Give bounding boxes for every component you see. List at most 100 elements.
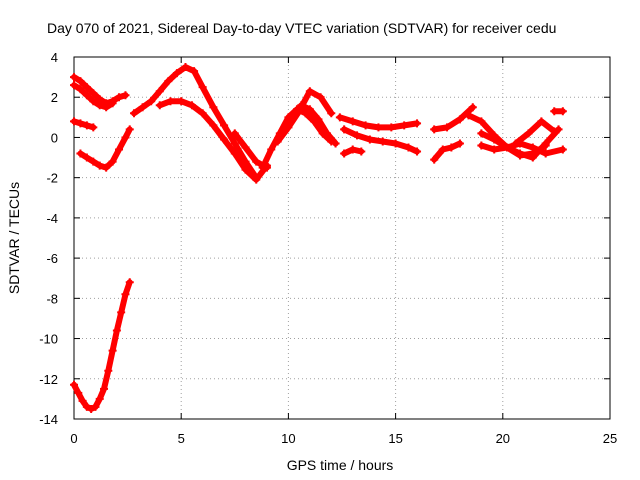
- y-tick-label: -14: [39, 412, 58, 427]
- data-point: [70, 380, 78, 389]
- data-point: [155, 87, 164, 96]
- data-point: [108, 157, 117, 166]
- data-point: [353, 131, 362, 140]
- data-point: [112, 326, 121, 335]
- data-point: [190, 67, 199, 76]
- data-point: [273, 137, 282, 146]
- data-point: [558, 145, 567, 154]
- data-point: [305, 105, 314, 114]
- data-point: [558, 107, 567, 116]
- data-point: [209, 121, 218, 130]
- data-point: [301, 109, 310, 118]
- data-point: [252, 175, 261, 184]
- data-point: [361, 121, 370, 130]
- data-point: [155, 101, 164, 110]
- series-line: [512, 118, 558, 147]
- data-point: [166, 97, 175, 106]
- x-tick-label: 10: [281, 431, 295, 446]
- data-point: [490, 135, 499, 144]
- series-arc-3: [70, 117, 98, 132]
- data-point: [541, 139, 550, 148]
- series-line: [431, 140, 463, 163]
- data-point: [550, 127, 559, 136]
- data-point: [348, 145, 357, 154]
- data-point: [76, 77, 85, 86]
- data-point: [187, 101, 196, 110]
- data-point: [121, 290, 130, 299]
- series-arc-12: [335, 113, 422, 132]
- data-point: [340, 149, 349, 158]
- data-point: [78, 396, 87, 405]
- data-point: [89, 97, 98, 106]
- data-point: [121, 133, 130, 142]
- data-point: [104, 366, 113, 375]
- chart-title: Day 070 of 2021, Sidereal Day-to-day VTE…: [47, 20, 556, 36]
- data-point: [430, 155, 439, 164]
- data-point: [76, 85, 85, 94]
- data-point: [528, 153, 537, 162]
- data-point: [117, 308, 126, 317]
- x-tick-label: 5: [178, 431, 185, 446]
- data-point: [76, 149, 85, 158]
- series-arc-2: [70, 81, 117, 112]
- data-point: [70, 81, 78, 90]
- data-point: [455, 139, 464, 148]
- data-point: [95, 161, 104, 170]
- data-point: [391, 139, 400, 148]
- data-point: [288, 113, 297, 122]
- data-point: [241, 165, 250, 174]
- data-point: [230, 139, 239, 148]
- data-point: [348, 117, 357, 126]
- data-point: [430, 125, 439, 134]
- y-tick-label: -10: [39, 332, 58, 347]
- series-arc-11: [280, 101, 340, 148]
- data-point: [230, 129, 239, 138]
- data-point: [357, 147, 366, 156]
- data-point: [258, 163, 267, 172]
- data-point: [70, 117, 78, 126]
- data-point: [209, 103, 218, 112]
- data-point: [172, 69, 181, 78]
- data-point: [95, 394, 104, 403]
- data-point: [378, 137, 387, 146]
- data-point: [297, 101, 306, 110]
- data-point: [477, 117, 486, 126]
- series-arc-1: [70, 73, 130, 108]
- data-point: [89, 123, 98, 132]
- data-point: [550, 107, 559, 116]
- series-arc-4: [76, 125, 134, 172]
- data-point: [108, 99, 117, 108]
- data-point: [91, 402, 100, 411]
- data-point: [130, 109, 139, 118]
- data-point: [115, 145, 124, 154]
- data-point: [177, 97, 186, 106]
- data-point: [322, 129, 331, 138]
- y-tick-label: -4: [46, 211, 58, 226]
- data-point: [252, 157, 261, 166]
- y-tick-label: 2: [51, 90, 58, 105]
- data-point: [82, 402, 91, 411]
- series-arc-16: [430, 139, 464, 164]
- y-tick-label: 0: [51, 130, 58, 145]
- data-point: [365, 135, 374, 144]
- data-point: [331, 139, 340, 148]
- data-point: [305, 87, 314, 96]
- x-axis-label: GPS time / hours: [287, 457, 394, 473]
- series-arc-5: [70, 278, 134, 413]
- grid: [74, 57, 610, 419]
- data-point: [537, 117, 546, 126]
- data-point: [443, 123, 452, 132]
- data-point: [82, 153, 91, 162]
- data-point: [335, 113, 344, 122]
- data-point: [374, 123, 383, 132]
- x-tick-label: 25: [603, 431, 617, 446]
- data-point: [121, 91, 130, 100]
- data-point: [541, 149, 550, 158]
- data-point: [125, 278, 134, 287]
- data-point: [138, 103, 147, 112]
- series-arc-20: [511, 117, 559, 148]
- data-point: [82, 91, 91, 100]
- data-point: [316, 93, 325, 102]
- data-point: [100, 384, 109, 393]
